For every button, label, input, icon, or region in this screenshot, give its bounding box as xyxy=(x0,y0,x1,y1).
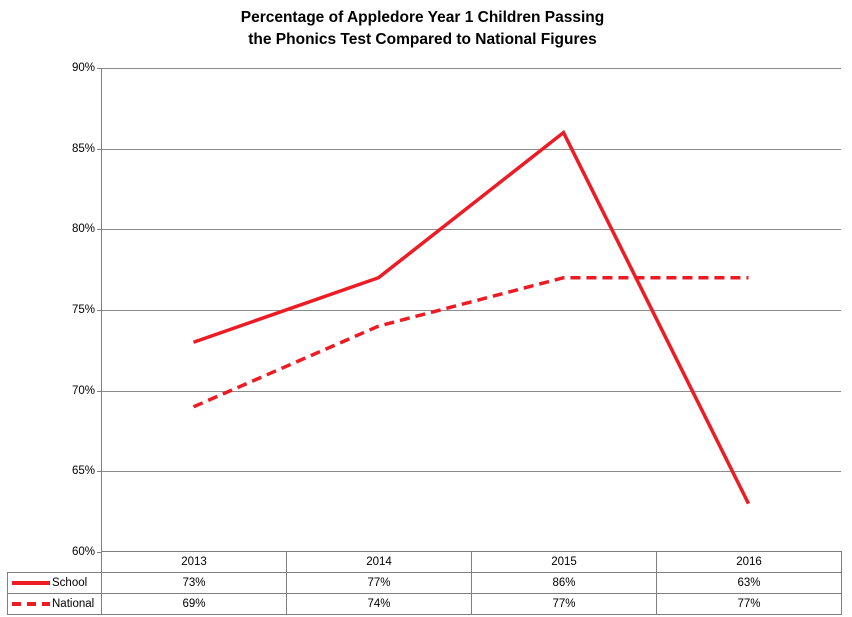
school-value-2015: 86% xyxy=(471,572,657,594)
national-value-2014: 74% xyxy=(286,593,472,615)
y-axis-tick-label: 75% xyxy=(71,304,95,316)
school-solid-line-swatch-icon xyxy=(12,581,50,585)
y-axis-tick-label: 90% xyxy=(71,62,95,74)
data-table: 2013 2014 2015 2016 School 73% 77% 86% 6… xyxy=(7,551,842,615)
line-chart-plot-area xyxy=(97,68,841,553)
national-value-2016: 77% xyxy=(656,593,842,615)
series-line-national xyxy=(192,275,749,409)
school-value-2014: 77% xyxy=(286,572,472,594)
data-table-row-school: School 73% 77% 86% 63% xyxy=(7,572,842,594)
school-value-2013: 73% xyxy=(101,572,287,594)
x-axis-tick-label-2013: 2013 xyxy=(101,551,287,573)
school-value-2016: 63% xyxy=(656,572,842,594)
data-table-corner-blank xyxy=(8,552,102,573)
chart-title-line2: the Phonics Test Compared to National Fi… xyxy=(248,31,597,48)
legend-item-national: National xyxy=(7,593,102,615)
y-axis-tick-label: 60% xyxy=(71,546,95,558)
legend-item-school: School xyxy=(7,572,102,594)
y-axis-tick-label: 65% xyxy=(71,465,95,478)
national-value-2013: 69% xyxy=(101,593,287,615)
legend-label-national: National xyxy=(52,598,95,610)
chart-title-line1: Percentage of Appledore Year 1 Children … xyxy=(240,9,605,26)
x-axis-tick-label-2016: 2016 xyxy=(656,551,842,573)
x-axis-tick-label-2015: 2015 xyxy=(471,551,657,573)
legend-label-school: School xyxy=(52,577,88,589)
chart-title: Percentage of Appledore Year 1 Children … xyxy=(0,7,845,51)
series-line-school xyxy=(192,129,751,505)
x-axis-tick-label-2014: 2014 xyxy=(286,551,472,573)
national-dashed-line-swatch-icon xyxy=(12,602,50,606)
y-axis-tick-label: 80% xyxy=(71,223,95,236)
y-axis-tick-label: 85% xyxy=(71,142,95,155)
national-value-2015: 77% xyxy=(471,593,657,615)
y-axis-tick-label: 70% xyxy=(71,384,95,397)
data-table-row-national: National 69% 74% 77% 77% xyxy=(7,593,842,615)
data-table-header-row: 2013 2014 2015 2016 xyxy=(8,551,842,573)
